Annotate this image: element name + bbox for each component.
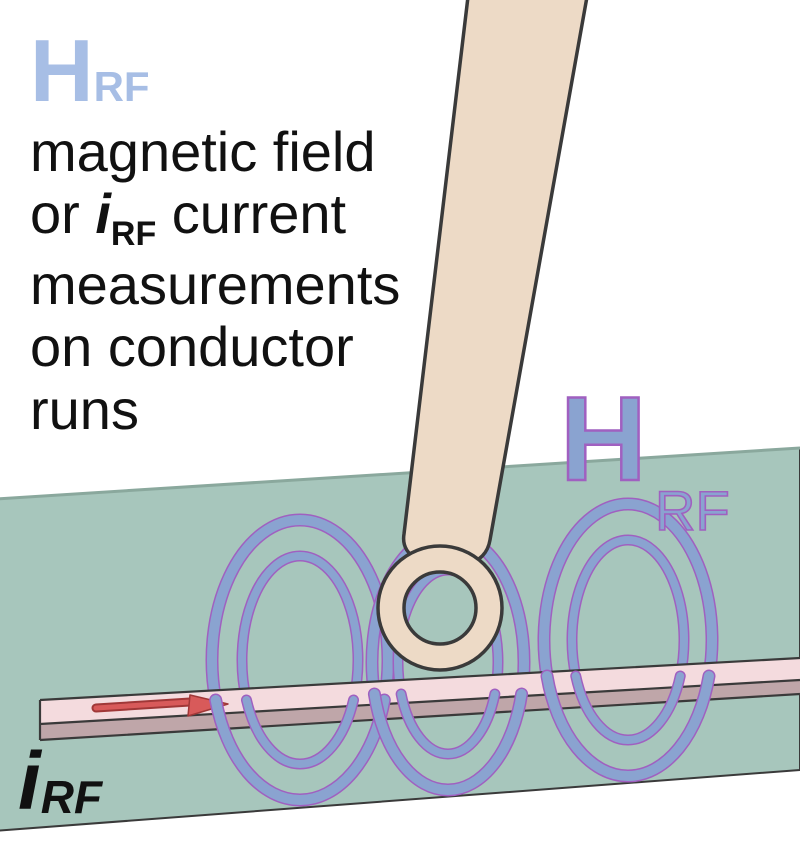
diagram-stage: HRF magnetic field or iRF current measur… <box>0 0 800 847</box>
diagram-svg <box>0 0 800 847</box>
